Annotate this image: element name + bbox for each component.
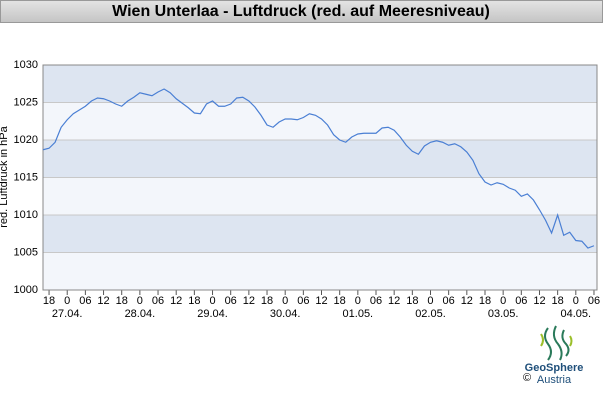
y-tick-label: 1005 — [14, 246, 38, 258]
y-axis-label: red. Luftdruck in hPa — [0, 125, 10, 227]
y-tick-label: 1010 — [14, 209, 38, 221]
x-tick-label: 12 — [243, 295, 255, 307]
x-tick-label: 06 — [297, 295, 309, 307]
date-label: 01.05. — [343, 308, 374, 320]
x-tick-label: 18 — [261, 295, 273, 307]
y-tick-label: 1020 — [14, 134, 38, 146]
date-label: 27.04. — [52, 308, 83, 320]
x-tick-label: 0 — [64, 295, 70, 307]
x-tick-label: 18 — [334, 295, 346, 307]
x-tick-label: 0 — [573, 295, 579, 307]
x-tick-label: 18 — [406, 295, 418, 307]
band — [43, 65, 597, 103]
date-label: 30.04. — [270, 308, 301, 320]
x-tick-label: 18 — [188, 295, 200, 307]
band — [43, 140, 597, 178]
x-tick-label: 12 — [533, 295, 545, 307]
y-tick-label: 1025 — [14, 96, 38, 108]
band — [43, 177, 597, 215]
y-tick-label: 1015 — [14, 171, 38, 183]
x-tick-label: 0 — [427, 295, 433, 307]
x-tick-label: 12 — [97, 295, 109, 307]
x-tick-label: 06 — [152, 295, 164, 307]
x-tick-label: 0 — [355, 295, 361, 307]
x-tick-label: 0 — [282, 295, 288, 307]
date-label: 28.04. — [125, 308, 156, 320]
x-tick-label: 0 — [500, 295, 506, 307]
x-tick-label: 18 — [552, 295, 564, 307]
logo — [540, 325, 573, 361]
x-tick-label: 12 — [315, 295, 327, 307]
band — [43, 215, 597, 253]
date-label: 04.05. — [561, 308, 592, 320]
x-tick-label: 0 — [137, 295, 143, 307]
y-tick-label: 1000 — [14, 284, 38, 296]
date-label: 02.05. — [415, 308, 446, 320]
band — [43, 252, 597, 290]
x-tick-label: 06 — [588, 295, 600, 307]
x-tick-label: 12 — [461, 295, 473, 307]
date-label: 03.05. — [488, 308, 519, 320]
chart-title: Wien Unterlaa - Luftdruck (red. auf Meer… — [112, 3, 490, 20]
x-tick-label: 06 — [515, 295, 527, 307]
x-tick-label: 0 — [209, 295, 215, 307]
x-tick-label: 06 — [443, 295, 455, 307]
copyright: © — [523, 372, 531, 384]
brand-country: Austria — [537, 374, 572, 386]
line — [42, 88, 595, 249]
band — [43, 102, 597, 140]
brand-name: GeoSphere — [525, 362, 584, 374]
x-tick-label: 06 — [79, 295, 91, 307]
x-tick-label: 18 — [479, 295, 491, 307]
plot-border — [42, 64, 598, 291]
x-tick-label: 06 — [225, 295, 237, 307]
x-tick-label: 12 — [388, 295, 400, 307]
x-tick-label: 18 — [116, 295, 128, 307]
date-label: 29.04. — [197, 308, 228, 320]
x-tick-label: 18 — [43, 295, 55, 307]
y-tick-label: 1030 — [14, 59, 38, 71]
x-tick-label: 12 — [170, 295, 182, 307]
x-tick-label: 06 — [370, 295, 382, 307]
